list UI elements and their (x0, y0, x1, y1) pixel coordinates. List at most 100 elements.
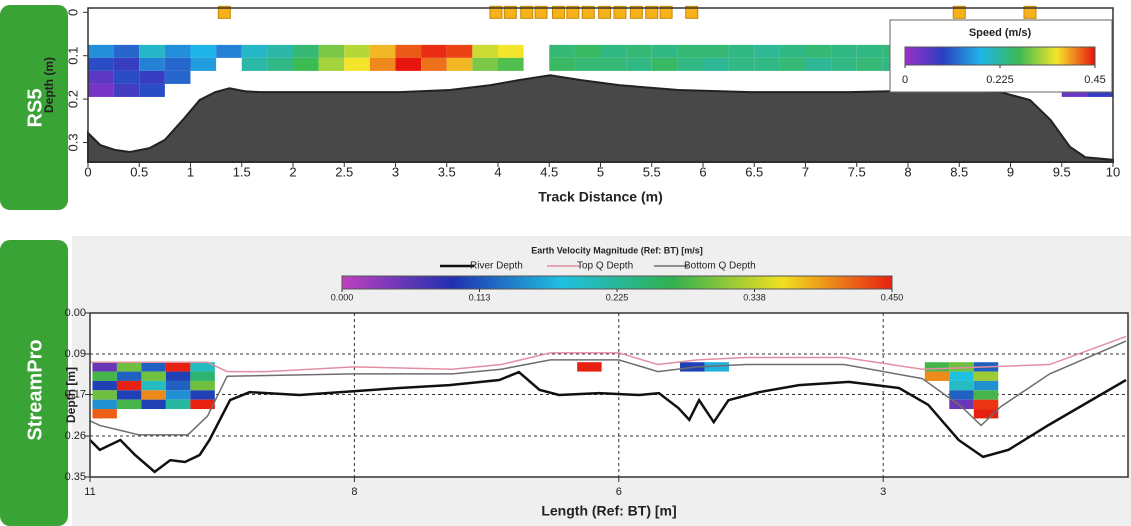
x-tick-label: 1.5 (233, 164, 251, 179)
heatmap-cell (421, 44, 447, 58)
y-tick-label: 0.3 (65, 133, 80, 151)
x-tick-label: 10 (1106, 164, 1120, 179)
plot-frame (89, 312, 1129, 478)
heatmap-cell (116, 399, 142, 410)
x-tick-label: 6.5 (745, 164, 763, 179)
heatmap-cell (395, 57, 422, 71)
heatmap-cell (267, 44, 293, 58)
heatmap-cell (498, 57, 524, 71)
heatmap-cell (88, 57, 114, 71)
heatmap-cell (779, 44, 806, 58)
heatmap-cell (165, 362, 191, 372)
heatmap-cell (164, 70, 191, 84)
heatmap-cell (421, 57, 447, 71)
heatmap-cell (141, 390, 166, 400)
heatmap-cell (949, 371, 974, 381)
heatmap-cell (113, 83, 140, 97)
x-tick-label: 7.5 (848, 164, 866, 179)
legend-label: Top Q Depth (577, 261, 633, 272)
heatmap-cell (626, 57, 652, 71)
heatmap-cell (704, 362, 729, 372)
x-tick-label: 8 (904, 164, 911, 179)
x-tick-label: 0.5 (130, 164, 148, 179)
heatmap-cell (88, 70, 114, 84)
heatmap-cell (116, 371, 142, 381)
x-tick-label: 9 (1007, 164, 1014, 179)
x-tick-label: 7 (802, 164, 809, 179)
x-axis-label: Track Distance (m) (538, 189, 663, 205)
heatmap-cell (973, 399, 999, 410)
heatmap-cell (446, 57, 473, 71)
colorbar-tick-label: 0.113 (469, 292, 491, 302)
heatmap-cell (446, 44, 473, 58)
x-tick-label: 1 (187, 164, 194, 179)
heatmap-cell (92, 380, 117, 391)
marker (520, 5, 534, 19)
panel-tab (0, 5, 68, 210)
heatmap-cell (88, 83, 114, 97)
heatmap-cell (113, 57, 140, 71)
heatmap-cell (318, 44, 345, 58)
x-tick-label: 3 (392, 164, 399, 179)
heatmap-cell (651, 57, 678, 71)
marker (489, 5, 503, 19)
heatmap-cell (139, 83, 165, 97)
heatmap-cell (703, 44, 729, 58)
colorbar-tick-label: 0.338 (743, 292, 766, 302)
heatmap-cell (973, 371, 999, 381)
x-axis-label: Length (Ref: BT) [m] (541, 503, 676, 519)
heatmap-cell (949, 362, 974, 372)
x-tick-label: 11 (84, 486, 95, 498)
heatmap-cell (344, 57, 370, 71)
x-tick-label: 3 (880, 486, 886, 498)
heatmap-cell (831, 57, 857, 71)
heatmap-cell (472, 57, 498, 71)
colorbar-tick-label: 0.450 (881, 292, 904, 302)
heatmap-cell (92, 399, 117, 410)
heatmap-cell (754, 44, 780, 58)
heatmap-cell (924, 362, 950, 372)
y-axis-label: Depth (m) (42, 57, 56, 113)
heatmap-cell (369, 44, 396, 58)
panel-label: StreamPro (24, 339, 46, 440)
marker (551, 5, 565, 19)
marker (613, 5, 627, 19)
x-tick-label: 6 (616, 486, 622, 498)
heatmap-cell (141, 371, 166, 381)
x-tick-label: 4 (494, 164, 501, 179)
heatmap-cell (116, 380, 142, 391)
heatmap-cell (549, 44, 575, 58)
heatmap-cell (190, 380, 215, 391)
heatmap-cell (973, 409, 999, 419)
marker (685, 5, 699, 19)
x-tick-label: 0 (84, 164, 91, 179)
heatmap-cell (574, 44, 601, 58)
depth-line (89, 340, 1127, 436)
heatmap-cell (728, 57, 755, 71)
y-tick-label: 0.1 (65, 47, 80, 65)
heatmap-cell (164, 57, 191, 71)
heatmap-cell (165, 390, 191, 400)
heatmap-cell (92, 390, 117, 400)
heatmap-cell (241, 57, 268, 71)
heatmap-cell (165, 371, 191, 381)
heatmap-cell (141, 380, 166, 391)
heatmap-cell (549, 57, 575, 71)
heatmap-cell (139, 70, 165, 84)
x-tick-label: 9.5 (1053, 164, 1071, 179)
heatmap-cell (728, 44, 755, 58)
heatmap-cell (293, 44, 319, 58)
marker (1023, 5, 1037, 19)
heatmap-cell (395, 44, 422, 58)
heatmap-cell (190, 57, 217, 71)
y-tick-label: 0.2 (65, 90, 80, 108)
y-tick-label: 0.35 (65, 471, 86, 483)
heatmap-cell (190, 44, 217, 58)
colorbar-tick-label: 0.45 (1084, 74, 1105, 86)
heatmap-cell (190, 399, 215, 410)
plot-frame (87, 7, 1114, 163)
heatmap-cell (293, 57, 319, 71)
x-tick-label: 4.5 (540, 164, 558, 179)
heatmap-cell (190, 371, 215, 381)
